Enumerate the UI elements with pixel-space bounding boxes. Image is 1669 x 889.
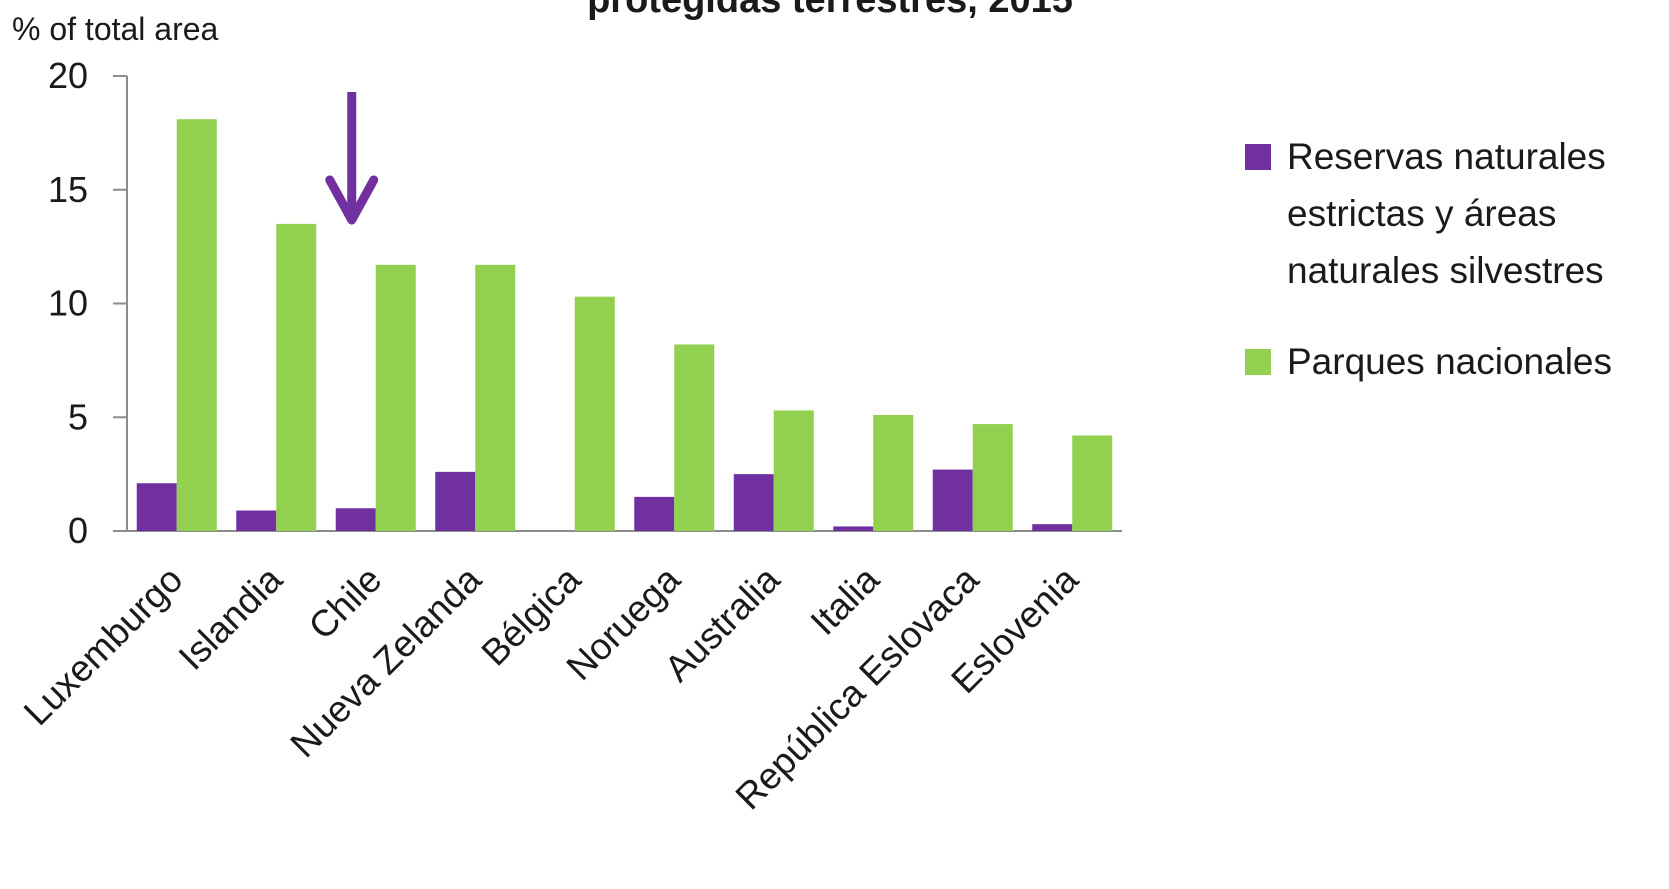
bar-parques [1072, 435, 1113, 531]
bar-reservas [136, 483, 177, 531]
legend-label: Reservas naturales estrictas y áreas nat… [1287, 136, 1606, 291]
bar-reservas [435, 471, 476, 531]
legend-label: Parques nacionales [1287, 341, 1612, 382]
y-tick-label: 0 [68, 510, 88, 551]
bar-parques [972, 424, 1013, 531]
legend-swatch [1245, 144, 1271, 170]
bar-parques [375, 264, 416, 531]
arrow-head [325, 175, 379, 225]
bar-parques [276, 223, 317, 531]
bar-reservas [932, 469, 973, 531]
bar-reservas [634, 496, 675, 531]
y-tick-label: 15 [48, 169, 88, 210]
bar-reservas [236, 510, 277, 531]
bar-reservas [833, 526, 874, 531]
bar-parques [674, 344, 715, 531]
bar-parques [873, 414, 914, 531]
legend-swatch [1245, 349, 1271, 375]
y-tick-label: 20 [48, 55, 88, 96]
y-axis-label: % of total area [12, 11, 219, 47]
chart-title: protegidas terrestres, 2015 [587, 0, 1073, 21]
legend: Reservas naturales estrictas y áreas nat… [1245, 128, 1665, 390]
x-tick-label: Chile [301, 559, 390, 648]
bar-parques [475, 264, 516, 531]
bars [136, 119, 1113, 531]
x-tick-label: Luxemburgo [16, 559, 190, 733]
x-tick-label: Islandia [171, 558, 290, 677]
bar-parques [176, 119, 217, 531]
bar-parques [574, 296, 615, 531]
legend-item: Parques nacionales [1245, 333, 1665, 390]
bar-reservas [1032, 524, 1073, 531]
x-tick-label: Italia [803, 558, 888, 643]
bar-reservas [335, 508, 376, 531]
y-tick-label: 5 [68, 396, 88, 437]
bar-reservas [733, 474, 774, 531]
bar-parques [773, 410, 814, 531]
y-tick-label: 10 [48, 283, 88, 324]
legend-item: Reservas naturales estrictas y áreas nat… [1245, 128, 1665, 299]
annotation [325, 92, 379, 225]
